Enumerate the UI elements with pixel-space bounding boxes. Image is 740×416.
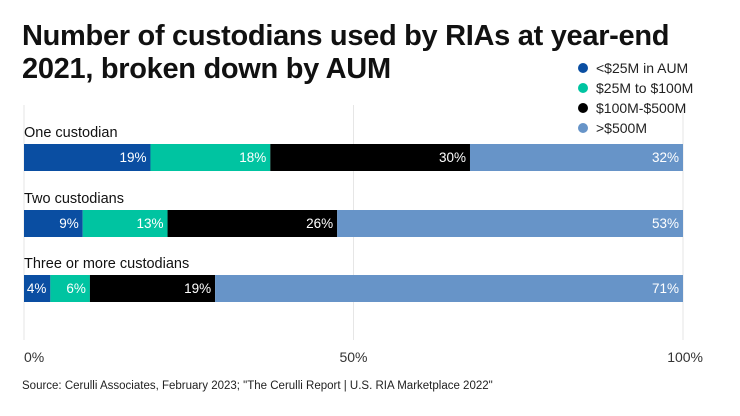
category-label: Three or more custodians [24, 256, 189, 272]
bar-segment [24, 210, 83, 237]
x-tick-label: 100% [667, 349, 703, 365]
bar-segment [215, 275, 684, 302]
legend-item: <$25M in AUM [578, 58, 693, 78]
data-label: 30% [439, 150, 466, 165]
bar-segment [50, 275, 90, 302]
data-label: 18% [239, 150, 266, 165]
bar-segment [89, 275, 216, 302]
data-label: 19% [184, 281, 211, 296]
legend-item: $25M to $100M [578, 78, 693, 98]
data-label: 13% [137, 216, 164, 231]
data-label: 6% [66, 281, 86, 296]
legend-label: >$500M [596, 120, 647, 136]
legend-swatch [578, 103, 588, 113]
bar-segment [82, 210, 168, 237]
data-label: 71% [652, 281, 679, 296]
legend-item: >$500M [578, 118, 693, 138]
data-label: 9% [59, 216, 79, 231]
data-label: 19% [119, 150, 146, 165]
legend-label: $25M to $100M [596, 80, 694, 96]
legend-item: $100M-$500M [578, 98, 693, 118]
data-label: 4% [27, 281, 47, 296]
x-tick-label: 50% [339, 349, 367, 365]
bar-segment [150, 144, 271, 171]
bar-segment [24, 275, 51, 302]
data-label: 53% [652, 216, 679, 231]
bar-segment [337, 210, 683, 237]
legend: <$25M in AUM $25M to $100M $100M-$500M >$50… [578, 58, 693, 138]
legend-label: <$25M in AUM [596, 60, 689, 76]
source-note: Source: Cerulli Associates, February 202… [22, 380, 493, 392]
bar-segment [270, 144, 470, 171]
bar-segment [167, 210, 338, 237]
data-label: 26% [306, 216, 333, 231]
legend-swatch [578, 63, 588, 73]
category-label: Two custodians [24, 191, 124, 207]
bar-segment [469, 144, 683, 171]
bar-segment [24, 144, 151, 171]
data-label: 32% [652, 150, 679, 165]
legend-swatch [578, 83, 588, 93]
legend-label: $100M-$500M [596, 100, 687, 116]
category-label: One custodian [24, 125, 118, 141]
chart-title: Number of custodians used by RIAs at yea… [22, 20, 670, 85]
x-tick-label: 0% [24, 349, 44, 365]
legend-swatch [578, 123, 588, 133]
